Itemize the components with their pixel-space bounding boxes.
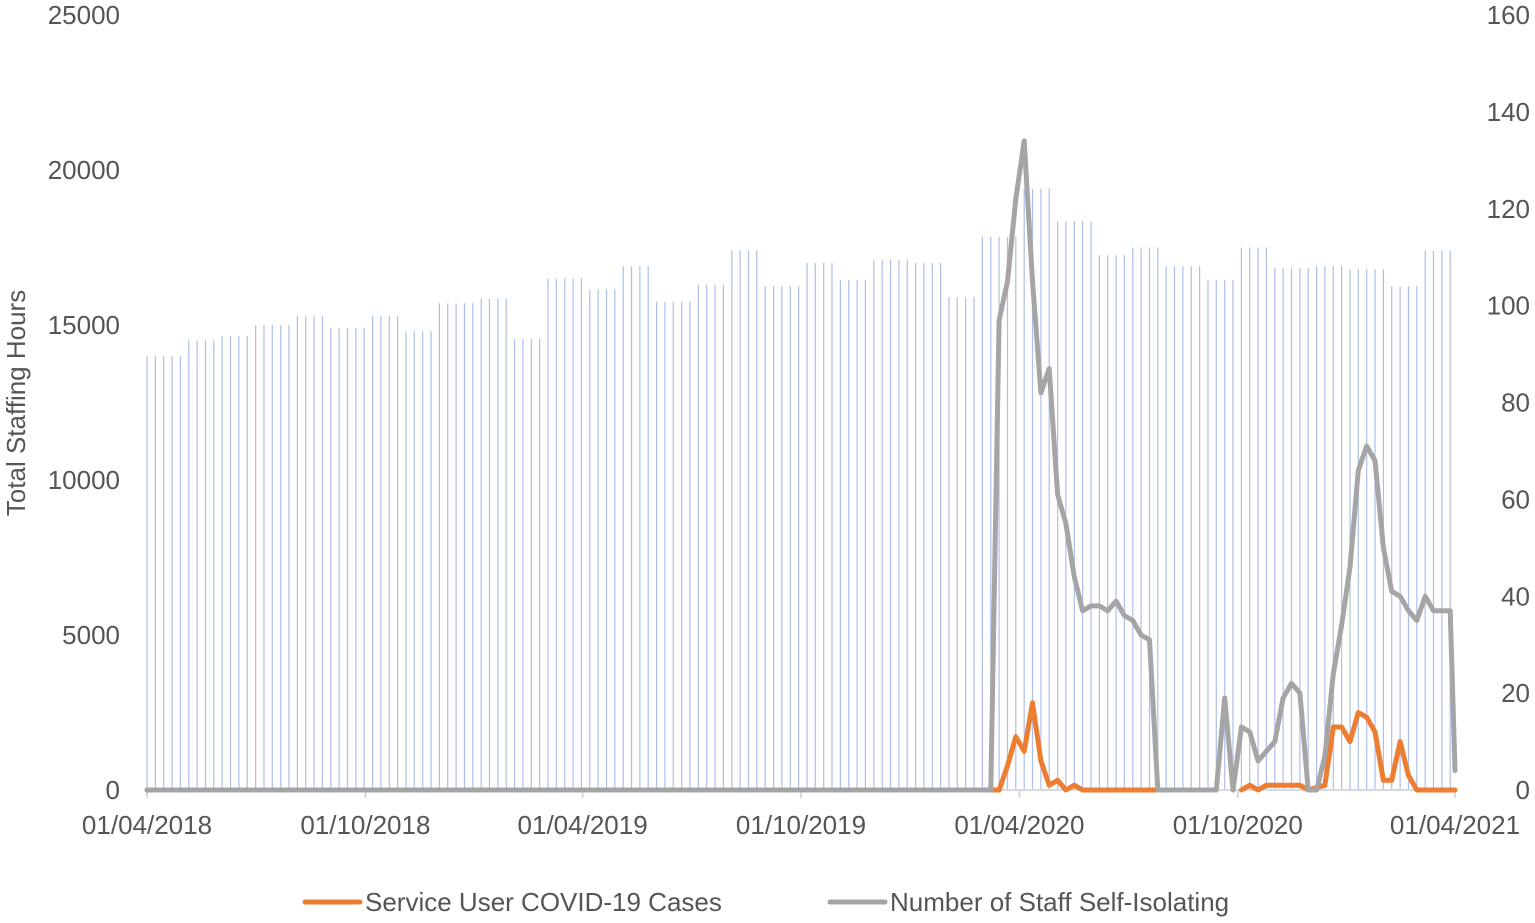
y-left-tick-label: 5000 — [62, 620, 120, 650]
series-line-covid-cases-1 — [1238, 710, 1458, 793]
line-series — [144, 138, 1458, 793]
y-axis-left: 0 5000 10000 15000 20000 25000 — [48, 0, 120, 805]
y-left-tick-label: 0 — [106, 775, 120, 805]
legend-label: Number of Staff Self-Isolating — [890, 887, 1229, 917]
x-tick-label: 01/04/2019 — [518, 810, 648, 840]
y-left-tick-label: 25000 — [48, 0, 120, 30]
legend: Service User COVID-19 Cases Number of Sta… — [302, 887, 1229, 917]
y-right-tick-label: 140 — [1487, 97, 1530, 127]
x-tick-label: 01/10/2020 — [1173, 810, 1303, 840]
y-axis-left-title: Total Staffing Hours — [1, 290, 31, 516]
y-left-tick-label: 20000 — [48, 155, 120, 185]
y-left-tick-label: 15000 — [48, 310, 120, 340]
y-axis-right: 0 20 40 60 80 100 120 140 160 — [1487, 0, 1530, 805]
x-tick-label: 01/10/2018 — [300, 810, 430, 840]
staffing-hours-bars — [146, 188, 1451, 790]
legend-label: Service User COVID-19 Cases — [365, 887, 722, 917]
x-tick-label: 01/10/2019 — [736, 810, 866, 840]
series-line-staff-self-isolating-0 — [144, 138, 1458, 793]
y-right-tick-label: 20 — [1501, 678, 1530, 708]
series-line-covid-cases-0 — [144, 700, 1186, 793]
x-tick-label: 01/04/2020 — [954, 810, 1084, 840]
y-right-tick-label: 160 — [1487, 0, 1530, 30]
y-right-tick-label: 80 — [1501, 388, 1530, 418]
x-tick-label: 01/04/2018 — [82, 810, 212, 840]
y-left-tick-label: 10000 — [48, 465, 120, 495]
y-right-tick-label: 0 — [1516, 775, 1530, 805]
y-right-tick-label: 120 — [1487, 194, 1530, 224]
x-axis-ticks: 01/04/2018 01/10/2018 01/04/2019 01/10/2019… — [82, 790, 1520, 840]
y-right-tick-label: 60 — [1501, 484, 1530, 514]
y-right-tick-label: 40 — [1501, 581, 1530, 611]
x-tick-label: 01/04/2021 — [1390, 810, 1520, 840]
y-right-tick-label: 100 — [1487, 291, 1530, 321]
